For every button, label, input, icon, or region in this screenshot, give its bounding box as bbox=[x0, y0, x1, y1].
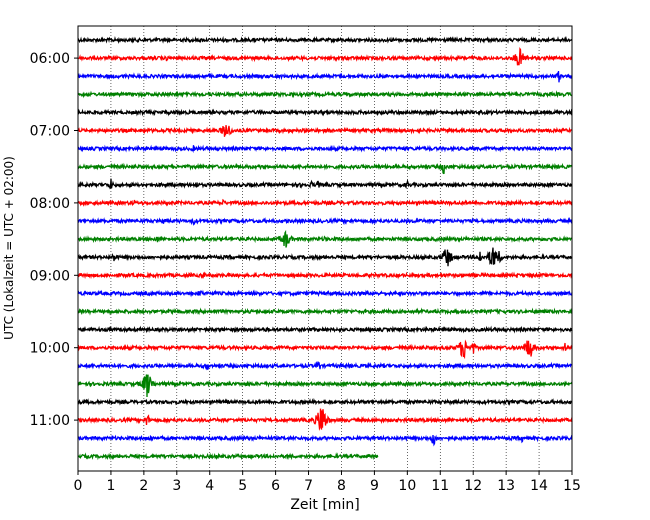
seismic-trace bbox=[77, 47, 573, 66]
plot-background bbox=[78, 26, 572, 471]
y-tick-label: 10:00 bbox=[30, 341, 70, 357]
plot-frame bbox=[77, 25, 573, 472]
seismic-trace bbox=[77, 271, 573, 280]
x-tick-label: 12 bbox=[464, 478, 482, 494]
x-tick-label: 3 bbox=[172, 478, 181, 494]
seismic-trace bbox=[77, 229, 573, 248]
seismic-trace bbox=[78, 307, 573, 316]
seismic-trace bbox=[77, 361, 573, 371]
y-tick-label: 08:00 bbox=[30, 196, 70, 212]
seismic-trace bbox=[77, 339, 573, 360]
seismic-trace bbox=[77, 108, 573, 117]
seismic-trace bbox=[77, 325, 573, 334]
seismic-trace bbox=[77, 35, 573, 45]
y-tick-label: 11:00 bbox=[30, 413, 70, 429]
grid-lines bbox=[110, 26, 540, 471]
x-tick-label: 5 bbox=[238, 478, 247, 494]
x-tick-label: 13 bbox=[497, 478, 515, 494]
x-tick-label: 0 bbox=[74, 478, 83, 494]
seismic-trace bbox=[77, 70, 573, 83]
x-tick-label: 9 bbox=[370, 478, 379, 494]
seismic-trace bbox=[77, 397, 573, 407]
y-tick-label: 06:00 bbox=[30, 51, 70, 67]
x-tick-label: 10 bbox=[398, 478, 416, 494]
trace-group bbox=[77, 35, 573, 461]
seismic-trace bbox=[77, 216, 573, 227]
x-tick-label: 15 bbox=[563, 478, 581, 494]
x-tick-label: 14 bbox=[530, 478, 548, 494]
x-tick-label: 8 bbox=[337, 478, 346, 494]
seismic-trace bbox=[77, 374, 573, 398]
x-tick-label: 6 bbox=[271, 478, 280, 494]
y-axis-label: UTC (Lokalzeit = UTC + 02:00) bbox=[2, 156, 16, 340]
x-tick-label: 4 bbox=[205, 478, 214, 494]
seismic-trace bbox=[77, 178, 573, 190]
x-tick-label: 2 bbox=[139, 478, 148, 494]
x-tick-label: 11 bbox=[431, 478, 449, 494]
x-axis-label: Zeit [min] bbox=[290, 497, 359, 513]
x-tick-label: 7 bbox=[304, 478, 313, 494]
seismic-trace bbox=[77, 434, 573, 447]
seismic-trace bbox=[77, 90, 573, 99]
seismic-trace bbox=[77, 198, 573, 207]
seismic-trace bbox=[77, 452, 379, 461]
seismic-trace bbox=[77, 144, 573, 154]
seismic-trace bbox=[77, 247, 573, 267]
x-tick-label: 1 bbox=[106, 478, 115, 494]
y-axis-ticks: 06:00 07:00 08:00 09:00 10:00 11:00 bbox=[30, 51, 78, 429]
seismic-trace bbox=[77, 124, 573, 137]
y-tick-label: 09:00 bbox=[30, 268, 70, 284]
x-axis-ticks: 0 1 2 3 4 5 6 7 8 9 10 11 12 13 14 15 bbox=[74, 471, 581, 494]
seismic-trace bbox=[77, 408, 573, 431]
seismic-trace bbox=[77, 162, 573, 175]
y-tick-label: 07:00 bbox=[30, 124, 70, 140]
seismic-trace bbox=[77, 289, 573, 298]
